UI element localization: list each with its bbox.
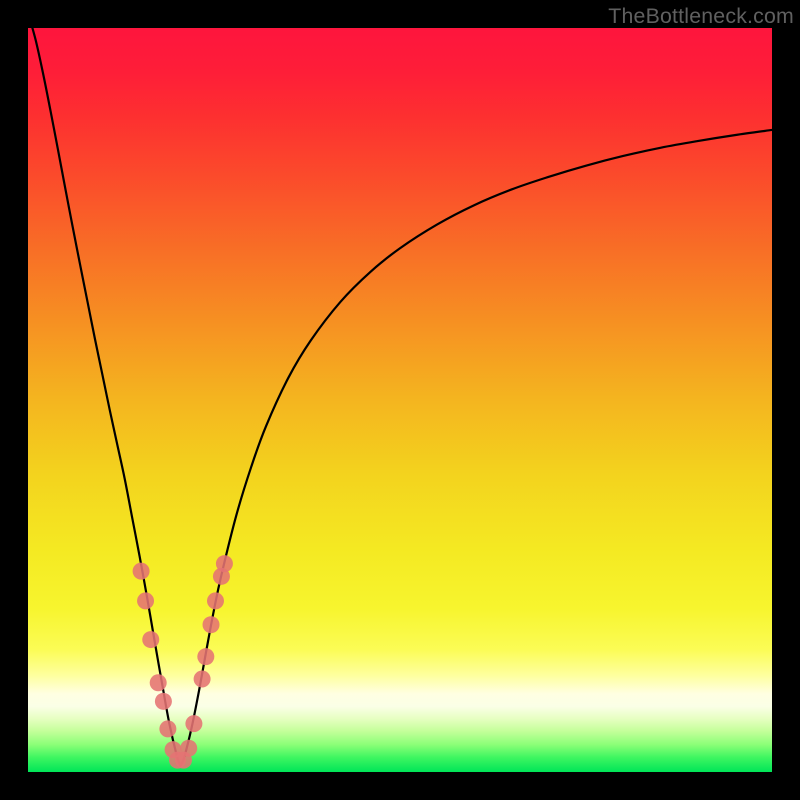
data-point: [216, 555, 233, 572]
data-point: [142, 631, 159, 648]
data-point: [155, 693, 172, 710]
data-point: [213, 568, 230, 585]
bottleneck-curve: [181, 130, 772, 766]
data-point: [197, 648, 214, 665]
data-point: [194, 671, 211, 688]
bottleneck-curve-svg: [28, 28, 772, 772]
data-point: [180, 740, 197, 757]
data-point: [175, 752, 192, 769]
data-point: [159, 720, 176, 737]
data-point: [133, 563, 150, 580]
data-point: [137, 592, 154, 609]
watermark-text: TheBottleneck.com: [608, 4, 794, 29]
data-point: [207, 592, 224, 609]
chart-frame: TheBottleneck.com: [0, 0, 800, 800]
data-point: [150, 674, 167, 691]
data-point: [185, 715, 202, 732]
data-point: [169, 752, 186, 769]
bottleneck-curve: [28, 28, 181, 766]
data-point: [203, 616, 220, 633]
data-point: [165, 741, 182, 758]
plot-area: [28, 28, 772, 772]
data-point-markers: [133, 555, 233, 768]
